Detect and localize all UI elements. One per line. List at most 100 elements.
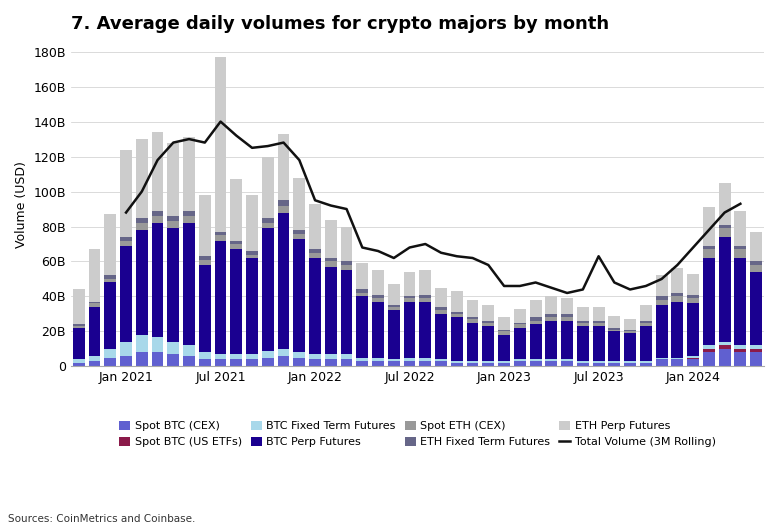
Bar <box>750 349 762 353</box>
Bar <box>120 237 132 240</box>
Bar <box>262 223 273 228</box>
Bar <box>561 317 573 321</box>
Bar <box>687 295 699 298</box>
Bar <box>325 354 337 359</box>
Bar <box>372 361 384 366</box>
Bar <box>750 353 762 366</box>
Bar <box>624 333 636 361</box>
Bar <box>561 298 573 314</box>
Bar <box>89 304 100 307</box>
Bar <box>750 272 762 345</box>
Bar <box>577 321 589 323</box>
Bar <box>467 319 478 323</box>
Bar <box>671 359 683 366</box>
Bar <box>277 134 290 200</box>
Bar <box>152 223 164 337</box>
Bar <box>640 326 652 361</box>
Bar <box>435 288 447 307</box>
Bar <box>231 359 242 366</box>
Bar <box>593 321 605 323</box>
Bar <box>719 345 731 349</box>
Bar <box>703 246 715 249</box>
Bar <box>577 326 589 361</box>
Bar <box>372 270 384 295</box>
Bar <box>499 363 510 366</box>
Bar <box>89 356 100 361</box>
Bar <box>340 270 352 354</box>
Bar <box>388 307 400 310</box>
Bar <box>294 353 305 358</box>
Bar <box>372 298 384 302</box>
Text: 7. Average daily volumes for crypto majors by month: 7. Average daily volumes for crypto majo… <box>71 15 609 33</box>
Bar <box>577 363 589 366</box>
Bar <box>687 358 699 359</box>
Bar <box>656 300 668 305</box>
Bar <box>561 314 573 317</box>
Bar <box>577 323 589 326</box>
Bar <box>671 297 683 302</box>
Bar <box>309 359 321 366</box>
Bar <box>561 359 573 361</box>
Bar <box>514 325 526 328</box>
Bar <box>419 270 432 295</box>
Bar <box>451 314 463 317</box>
Bar <box>671 293 683 297</box>
Bar <box>593 326 605 361</box>
Bar <box>735 249 746 258</box>
Bar <box>435 307 447 310</box>
Bar <box>152 216 164 223</box>
Bar <box>482 361 494 363</box>
Bar <box>482 363 494 366</box>
Bar <box>719 183 731 225</box>
Bar <box>624 330 636 331</box>
Bar <box>530 300 541 317</box>
Bar <box>419 302 432 358</box>
Bar <box>624 319 636 330</box>
Bar <box>388 361 400 366</box>
Bar <box>104 276 116 279</box>
Bar <box>104 349 116 358</box>
Bar <box>199 195 210 256</box>
Bar <box>277 212 290 349</box>
Bar <box>703 353 715 366</box>
Bar <box>530 321 541 325</box>
Bar <box>120 240 132 246</box>
Bar <box>104 214 116 276</box>
Bar <box>199 265 210 353</box>
Bar <box>199 260 210 265</box>
Bar <box>183 211 195 216</box>
Bar <box>167 228 179 342</box>
Bar <box>608 330 620 331</box>
Bar <box>89 302 100 304</box>
Bar <box>104 282 116 349</box>
Bar <box>183 356 195 366</box>
Bar <box>89 249 100 302</box>
Bar <box>750 345 762 349</box>
Bar <box>183 216 195 223</box>
Bar <box>640 321 652 323</box>
Bar <box>73 325 85 326</box>
Bar <box>451 361 463 363</box>
Bar <box>73 363 85 366</box>
Bar <box>750 232 762 261</box>
Bar <box>388 284 400 305</box>
Bar <box>640 323 652 326</box>
Bar <box>89 307 100 356</box>
Bar <box>199 353 210 359</box>
Bar <box>451 317 463 361</box>
Bar <box>340 261 352 265</box>
Bar <box>593 307 605 321</box>
Bar <box>388 310 400 359</box>
Bar <box>656 359 668 366</box>
Bar <box>104 279 116 282</box>
Bar <box>593 361 605 363</box>
Bar <box>687 356 699 358</box>
Bar <box>656 305 668 358</box>
Bar <box>277 349 290 356</box>
Bar <box>435 361 447 366</box>
Bar <box>467 363 478 366</box>
Bar <box>435 314 447 359</box>
Bar <box>467 317 478 319</box>
Bar <box>231 244 242 249</box>
Bar <box>325 220 337 258</box>
